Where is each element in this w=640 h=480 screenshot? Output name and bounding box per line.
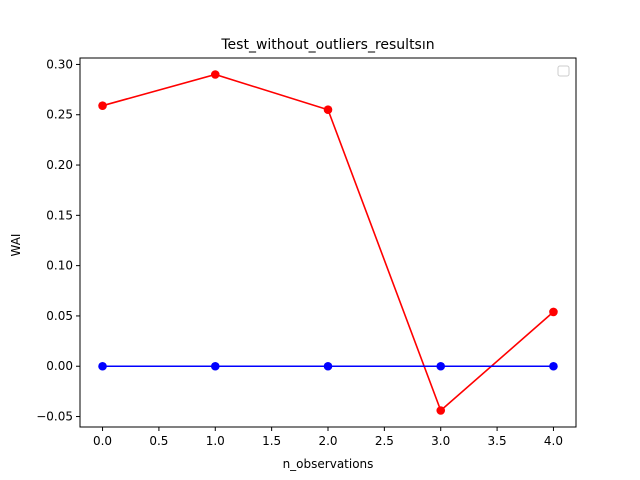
legend-box — [557, 65, 570, 77]
series-1-point — [98, 361, 107, 371]
series-0-point — [436, 406, 446, 415]
series-1-point — [210, 361, 220, 371]
y-axis: −0.05 0.00 0.05 0.10 0.15 0.20 0.25 0.30 — [36, 57, 80, 424]
x-tick-label: 2.0 — [318, 434, 337, 448]
series-0-point — [549, 307, 558, 317]
series-0-point — [323, 105, 333, 115]
x-axis: 0.0 0.5 1.0 1.5 2.0 2.5 3.0 3.5 4.0 — [93, 427, 563, 448]
x-tick-label: 1.5 — [262, 434, 281, 448]
x-axis-label: n_observations — [283, 457, 374, 471]
chart-title: Test_without_outliers_resultsın — [220, 37, 434, 53]
y-tick-label: 0.25 — [46, 108, 73, 122]
y-tick-label: 0.10 — [46, 259, 73, 273]
y-tick-label: 0.05 — [46, 309, 73, 323]
series-1-point — [323, 361, 333, 371]
y-tick-label: −0.05 — [36, 410, 73, 424]
y-tick-label: 0.15 — [46, 208, 73, 222]
x-tick-label: 3.0 — [431, 434, 450, 448]
x-tick-label: 2.5 — [375, 434, 394, 448]
x-tick-label: 3.5 — [488, 434, 507, 448]
x-tick-label: 0.0 — [93, 434, 112, 448]
series-1-point — [436, 361, 446, 371]
series-1-point — [549, 361, 558, 371]
plot-frame — [79, 57, 577, 428]
series-0-point — [98, 101, 107, 110]
x-tick-label: 4.0 — [544, 434, 563, 448]
x-tick-label: 1.0 — [206, 434, 225, 448]
series-layer — [98, 70, 558, 415]
y-tick-label: 0.00 — [46, 359, 73, 373]
series-0-point — [210, 70, 220, 79]
y-axis-label: WAI — [9, 234, 23, 257]
y-tick-label: 0.30 — [46, 57, 73, 71]
x-tick-label: 0.5 — [149, 434, 168, 448]
y-tick-label: 0.20 — [46, 158, 73, 172]
